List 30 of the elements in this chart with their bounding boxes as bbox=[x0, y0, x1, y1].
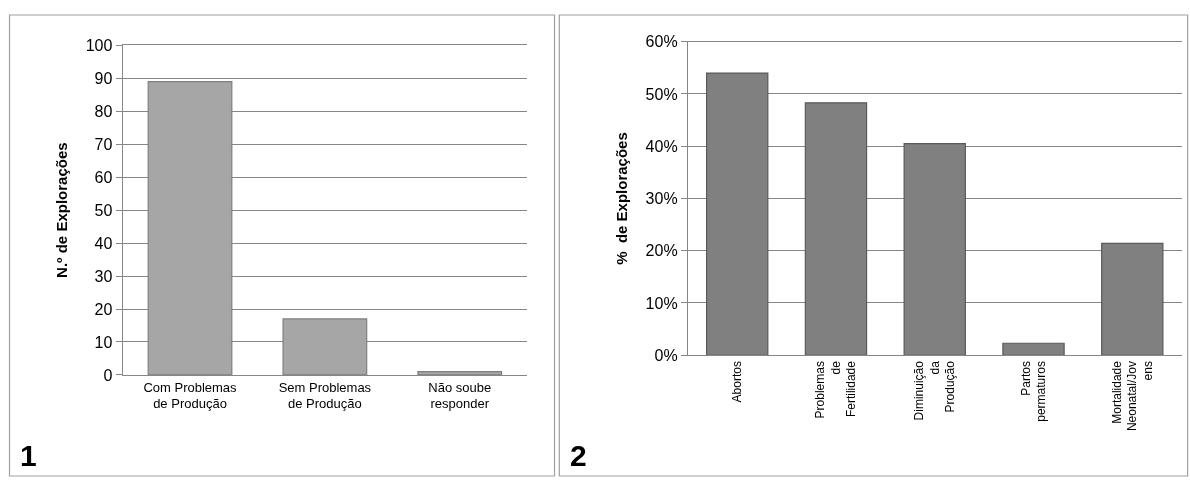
y-tick-label: 70 bbox=[94, 135, 113, 153]
text: 1 bbox=[20, 439, 37, 472]
y-tick-label: 100 bbox=[85, 37, 113, 55]
y-tick-label: 50% bbox=[645, 85, 678, 103]
y-axis-title: % de Explorações bbox=[612, 132, 630, 265]
y-tick-label: 40% bbox=[645, 137, 678, 155]
y-tick-label: 60 bbox=[94, 168, 113, 186]
y-axis-title: N.º de Explorações bbox=[52, 142, 70, 278]
y-tick-label: 90 bbox=[94, 69, 113, 87]
x-tick-label: Problemas de Fertilidade bbox=[813, 360, 859, 419]
x-tick-label: Sem Problemas de Produção bbox=[278, 379, 372, 412]
text: 2 bbox=[570, 439, 587, 472]
y-tick-label: 20 bbox=[94, 300, 113, 318]
y-tick-label: 0% bbox=[654, 346, 678, 364]
x-tick-label: Diminuição da Produção bbox=[912, 360, 958, 421]
y-tick-label: 50 bbox=[94, 201, 113, 219]
x-tick-label: Não soube responder bbox=[428, 379, 492, 412]
y-tick-label: 10 bbox=[94, 333, 113, 351]
y-tick-label: 30% bbox=[645, 190, 678, 208]
x-tick-label: Partos permaturos bbox=[1018, 361, 1049, 422]
y-tick-label: 20% bbox=[645, 242, 678, 260]
y-tick-label: 40 bbox=[94, 234, 113, 252]
y-tick-label: 30 bbox=[94, 267, 113, 285]
x-tick-label: Mortalidade Neonatal/Jov ens bbox=[1109, 360, 1155, 432]
y-tick-label: 80 bbox=[94, 102, 113, 120]
y-tick-label: 10% bbox=[645, 294, 678, 312]
x-tick-label: Abortos bbox=[730, 361, 745, 403]
x-tick-label: Com Problemas de Produção bbox=[143, 379, 238, 412]
y-tick-label: 0 bbox=[103, 366, 113, 384]
y-tick-label: 60% bbox=[645, 33, 678, 51]
